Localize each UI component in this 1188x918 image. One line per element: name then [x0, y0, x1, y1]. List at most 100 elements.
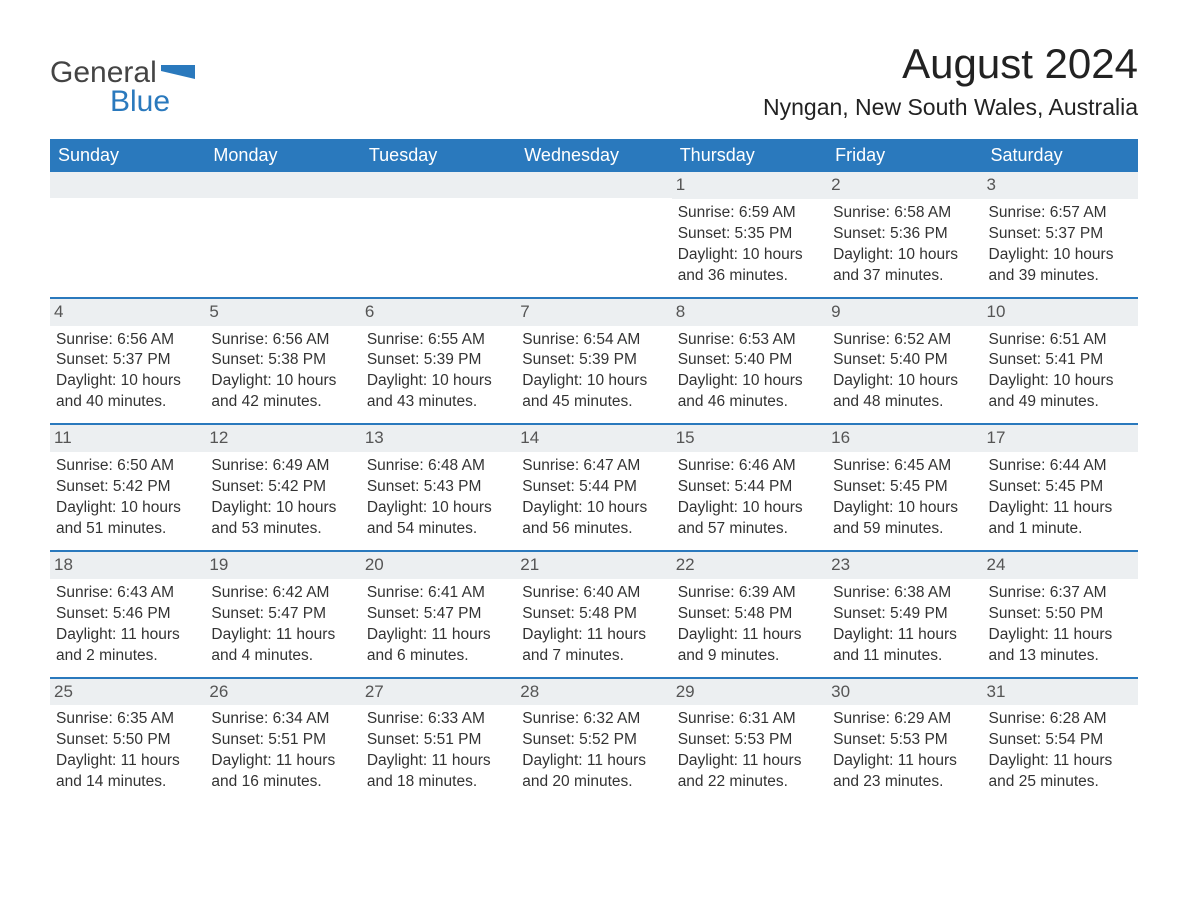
sunrise-label: Sunrise: 6:35 AM: [56, 709, 199, 730]
sunrise-label: Sunrise: 6:51 AM: [989, 330, 1132, 351]
daylight-label: Daylight: 11 hours and 4 minutes.: [211, 625, 354, 667]
logo-text-blue: Blue: [110, 87, 195, 117]
sunset-label: Sunset: 5:44 PM: [678, 477, 821, 498]
day-cell: [516, 172, 671, 297]
day-number: 5: [205, 299, 360, 326]
day-cell: 30Sunrise: 6:29 AMSunset: 5:53 PMDayligh…: [827, 679, 982, 804]
sunrise-label: Sunrise: 6:48 AM: [367, 456, 510, 477]
sunrise-label: Sunrise: 6:53 AM: [678, 330, 821, 351]
daylight-label: Daylight: 11 hours and 7 minutes.: [522, 625, 665, 667]
sunrise-label: Sunrise: 6:50 AM: [56, 456, 199, 477]
location-label: Nyngan, New South Wales, Australia: [763, 94, 1138, 121]
week-row: 11Sunrise: 6:50 AMSunset: 5:42 PMDayligh…: [50, 423, 1138, 550]
dow-cell: Saturday: [983, 139, 1138, 172]
day-number: 22: [672, 552, 827, 579]
sunrise-label: Sunrise: 6:58 AM: [833, 203, 976, 224]
sunset-label: Sunset: 5:37 PM: [56, 350, 199, 371]
day-number: 15: [672, 425, 827, 452]
day-cell: 8 Sunrise: 6:53 AMSunset: 5:40 PMDaylight…: [672, 299, 827, 424]
days-of-week-header: SundayMondayTuesdayWednesdayThursdayFrid…: [50, 139, 1138, 172]
sunrise-label: Sunrise: 6:40 AM: [522, 583, 665, 604]
day-cell: 15Sunrise: 6:46 AMSunset: 5:44 PMDayligh…: [672, 425, 827, 550]
day-number: 24: [983, 552, 1138, 579]
daylight-label: Daylight: 11 hours and 18 minutes.: [367, 751, 510, 793]
day-number: 2: [827, 172, 982, 199]
page-title: August 2024: [763, 40, 1138, 88]
day-number: 25: [50, 679, 205, 706]
sunrise-label: Sunrise: 6:56 AM: [211, 330, 354, 351]
sunset-label: Sunset: 5:50 PM: [989, 604, 1132, 625]
sunset-label: Sunset: 5:52 PM: [522, 730, 665, 751]
daylight-label: Daylight: 11 hours and 11 minutes.: [833, 625, 976, 667]
day-number: 11: [50, 425, 205, 452]
sunset-label: Sunset: 5:48 PM: [522, 604, 665, 625]
day-cell: 11Sunrise: 6:50 AMSunset: 5:42 PMDayligh…: [50, 425, 205, 550]
sunset-label: Sunset: 5:54 PM: [989, 730, 1132, 751]
day-number: 31: [983, 679, 1138, 706]
day-number: 17: [983, 425, 1138, 452]
daylight-label: Daylight: 11 hours and 2 minutes.: [56, 625, 199, 667]
day-number: 16: [827, 425, 982, 452]
day-number: 8: [672, 299, 827, 326]
sunrise-label: Sunrise: 6:43 AM: [56, 583, 199, 604]
daylight-label: Daylight: 10 hours and 37 minutes.: [833, 245, 976, 287]
dow-cell: Tuesday: [361, 139, 516, 172]
sunset-label: Sunset: 5:53 PM: [678, 730, 821, 751]
day-number: 19: [205, 552, 360, 579]
daylight-label: Daylight: 11 hours and 25 minutes.: [989, 751, 1132, 793]
day-cell: 5Sunrise: 6:56 AMSunset: 5:38 PMDaylight…: [205, 299, 360, 424]
day-number: 9: [827, 299, 982, 326]
day-cell: 12Sunrise: 6:49 AMSunset: 5:42 PMDayligh…: [205, 425, 360, 550]
daylight-label: Daylight: 10 hours and 39 minutes.: [989, 245, 1132, 287]
day-cell: 27 Sunrise: 6:33 AMSunset: 5:51 PMDayligh…: [361, 679, 516, 804]
day-cell: 23Sunrise: 6:38 AMSunset: 5:49 PMDayligh…: [827, 552, 982, 677]
day-cell: 18Sunrise: 6:43 AMSunset: 5:46 PMDayligh…: [50, 552, 205, 677]
day-number: [205, 172, 360, 198]
day-number: [361, 172, 516, 198]
sunset-label: Sunset: 5:43 PM: [367, 477, 510, 498]
day-cell: 21 Sunrise: 6:40 AMSunset: 5:48 PMDayligh…: [516, 552, 671, 677]
day-cell: 17Sunrise: 6:44 AMSunset: 5:45 PMDayligh…: [983, 425, 1138, 550]
day-cell: [50, 172, 205, 297]
week-row: 18Sunrise: 6:43 AMSunset: 5:46 PMDayligh…: [50, 550, 1138, 677]
day-cell: [205, 172, 360, 297]
sunrise-label: Sunrise: 6:52 AM: [833, 330, 976, 351]
sunrise-label: Sunrise: 6:32 AM: [522, 709, 665, 730]
sunset-label: Sunset: 5:51 PM: [367, 730, 510, 751]
day-number: 12: [205, 425, 360, 452]
sunset-label: Sunset: 5:50 PM: [56, 730, 199, 751]
sunrise-label: Sunrise: 6:54 AM: [522, 330, 665, 351]
sunset-label: Sunset: 5:41 PM: [989, 350, 1132, 371]
sunset-label: Sunset: 5:36 PM: [833, 224, 976, 245]
day-cell: 26Sunrise: 6:34 AMSunset: 5:51 PMDayligh…: [205, 679, 360, 804]
daylight-label: Daylight: 10 hours and 54 minutes.: [367, 498, 510, 540]
daylight-label: Daylight: 10 hours and 53 minutes.: [211, 498, 354, 540]
dow-cell: Friday: [827, 139, 982, 172]
sunrise-label: Sunrise: 6:49 AM: [211, 456, 354, 477]
sunset-label: Sunset: 5:45 PM: [989, 477, 1132, 498]
sunset-label: Sunset: 5:45 PM: [833, 477, 976, 498]
daylight-label: Daylight: 11 hours and 23 minutes.: [833, 751, 976, 793]
day-cell: 1Sunrise: 6:59 AMSunset: 5:35 PMDaylight…: [672, 172, 827, 297]
day-number: 23: [827, 552, 982, 579]
daylight-label: Daylight: 10 hours and 49 minutes.: [989, 371, 1132, 413]
day-number: 7: [516, 299, 671, 326]
day-cell: 7Sunrise: 6:54 AMSunset: 5:39 PMDaylight…: [516, 299, 671, 424]
daylight-label: Daylight: 10 hours and 59 minutes.: [833, 498, 976, 540]
week-row: 25 Sunrise: 6:35 AMSunset: 5:50 PM Dayligh…: [50, 677, 1138, 804]
sunset-label: Sunset: 5:51 PM: [211, 730, 354, 751]
daylight-label: Daylight: 10 hours and 46 minutes.: [678, 371, 821, 413]
sunset-label: Sunset: 5:39 PM: [522, 350, 665, 371]
daylight-label: Daylight: 11 hours and 1 minute.: [989, 498, 1132, 540]
day-number: [516, 172, 671, 198]
sunset-label: Sunset: 5:38 PM: [211, 350, 354, 371]
daylight-label: Daylight: 11 hours and 6 minutes.: [367, 625, 510, 667]
day-number: 10: [983, 299, 1138, 326]
day-number: 21: [516, 552, 671, 579]
sunset-label: Sunset: 5:35 PM: [678, 224, 821, 245]
day-number: 27: [361, 679, 516, 706]
sunrise-label: Sunrise: 6:31 AM: [678, 709, 821, 730]
sunrise-label: Sunrise: 6:33 AM: [367, 709, 510, 730]
sunset-label: Sunset: 5:40 PM: [678, 350, 821, 371]
sunrise-label: Sunrise: 6:28 AM: [989, 709, 1132, 730]
